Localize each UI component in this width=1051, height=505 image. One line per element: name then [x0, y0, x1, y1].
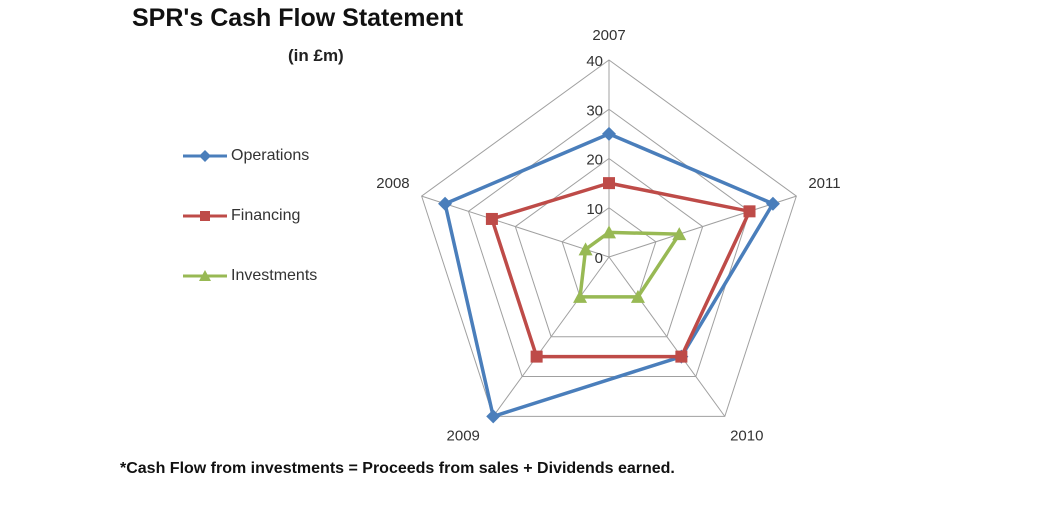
tick-label-3: 30 [586, 102, 603, 119]
point-financing-2010 [675, 350, 688, 363]
tick-label-2: 20 [586, 152, 603, 169]
grid-ring-4 [421, 59, 797, 417]
point-operations-2008 [438, 196, 453, 211]
legend-marker-financing [183, 211, 227, 221]
category-label-2007: 2007 [592, 27, 625, 44]
point-operations-2007 [602, 126, 616, 141]
category-label-2011: 2011 [808, 175, 840, 192]
legend-marker-operations [183, 150, 227, 162]
point-financing-2009 [530, 350, 543, 363]
point-investments-2008 [578, 242, 593, 256]
tick-label-0: 0 [595, 250, 603, 267]
legend-item-operations: Operations [183, 144, 309, 168]
category-label-2008: 2008 [376, 175, 409, 192]
chart-subtitle: (in £m) [288, 46, 344, 65]
point-financing-2007 [603, 177, 615, 190]
legend-label-investments: Investments [231, 267, 318, 284]
axis-spoke-3 [492, 256, 610, 417]
legend-label-operations: Operations [231, 147, 310, 164]
series-line-operations [443, 131, 776, 419]
series-line-investments [578, 230, 683, 299]
category-label-2010: 2010 [730, 427, 763, 444]
grid-ring-2 [514, 157, 704, 338]
axis-spoke-4 [421, 195, 610, 258]
tick-label-4: 40 [586, 53, 603, 70]
legend-label-financing: Financing [231, 207, 301, 224]
point-investments-2010 [630, 289, 645, 303]
chart-title: SPR's Cash Flow Statement [132, 4, 464, 32]
point-investments-2009 [573, 289, 588, 303]
grid-ring-3 [467, 108, 751, 378]
point-financing-2008 [485, 212, 498, 225]
point-financing-2011 [743, 205, 756, 218]
category-label-2009: 2009 [447, 427, 480, 444]
point-investments-2007 [602, 225, 616, 239]
tick-label-1: 10 [586, 201, 603, 218]
footnote: *Cash Flow from investments = Proceeds f… [120, 460, 675, 477]
point-investments-2011 [672, 227, 687, 241]
legend-marker-investments [183, 270, 227, 281]
point-operations-2011 [765, 196, 780, 211]
legend-item-financing: Financing [183, 204, 300, 228]
point-operations-2009 [486, 409, 501, 424]
axis-spoke-1 [608, 195, 797, 258]
legend-item-investments: Investments [183, 264, 317, 288]
axis-spoke-2 [608, 256, 726, 417]
series-line-financing [489, 181, 753, 359]
